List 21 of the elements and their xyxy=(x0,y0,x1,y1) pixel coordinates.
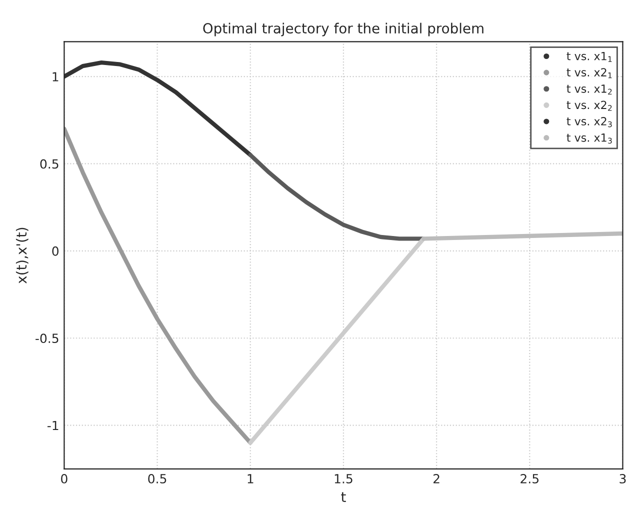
legend-label: t vs. x1$_{2}$ xyxy=(566,84,612,95)
legend-label: t vs. x2$_{3}$ xyxy=(566,117,612,128)
y-tick-label: -1 xyxy=(47,420,58,430)
legend-label: t vs. x2$_{1}$ xyxy=(566,68,612,78)
x-tick-label: 3 xyxy=(620,474,626,484)
x-tick-label: 2.5 xyxy=(520,474,538,484)
chart-title: Optimal trajectory for the initial problem xyxy=(203,22,484,36)
x-tick-label: 0.5 xyxy=(148,474,166,484)
legend-label: t vs. x2$_{2}$ xyxy=(566,100,612,111)
y-tick-label: 0.5 xyxy=(40,159,58,169)
x-axis-title: t xyxy=(341,492,346,502)
legend-label: t vs. x1$_{3}$ xyxy=(566,134,612,144)
x-tick-label: 1 xyxy=(248,474,254,484)
y-axis-title: x(t),x'(t) xyxy=(16,228,28,284)
legend-label: t vs. x1$_{1}$ xyxy=(566,52,612,62)
y-tick-label: -0.5 xyxy=(36,334,58,344)
y-tick-label: 0 xyxy=(52,246,59,256)
x-tick-label: 1.5 xyxy=(334,474,352,484)
x-tick-label: 2 xyxy=(434,474,440,484)
x-tick-label: 0 xyxy=(61,474,68,484)
y-tick-label: 1 xyxy=(52,72,58,82)
